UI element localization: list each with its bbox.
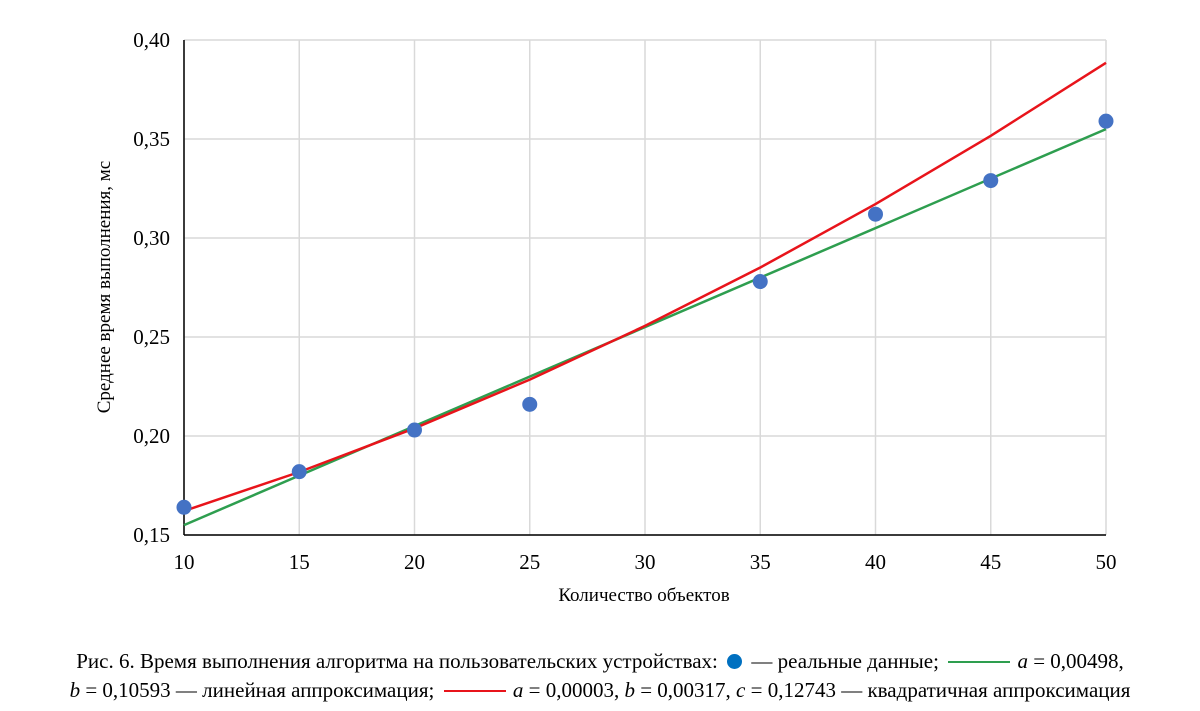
caption-quad-a: = 0,00003, — [523, 678, 625, 702]
y-tick-label: 0,30 — [133, 226, 170, 250]
caption-quad-a-var: a — [512, 678, 524, 702]
caption-line-1: Рис. 6. Время выполнения алгоритма на по… — [0, 647, 1200, 676]
y-tick-label: 0,15 — [133, 523, 170, 547]
quadratic-legend-line — [443, 690, 506, 692]
x-tick-label: 10 — [174, 550, 195, 574]
data-point — [522, 396, 538, 412]
caption-points-text: — реальные данные; — [751, 649, 939, 673]
data-point — [1098, 113, 1114, 129]
x-tick-label: 35 — [750, 550, 771, 574]
x-tick-label: 45 — [980, 550, 1001, 574]
y-tick-label: 0,40 — [133, 28, 170, 52]
x-tick-label: 40 — [865, 550, 886, 574]
caption-linear-a: = 0,00498, — [1027, 649, 1124, 673]
caption-linear-b-var: b — [69, 678, 81, 702]
points-legend-marker — [727, 654, 743, 669]
linear-legend-line — [948, 661, 1011, 663]
x-tick-label: 15 — [289, 550, 310, 574]
x-axis-label: Количество объектов — [558, 585, 729, 606]
y-axis-label: Среднее время выполнения, мс — [94, 161, 115, 414]
grid — [183, 39, 1107, 536]
caption-quad-c-var: c — [736, 678, 746, 702]
caption-quad-b-var: b — [624, 678, 635, 702]
caption-linear-b: = 0,10593 — линейная аппроксимация; — [80, 678, 435, 702]
chart: 0,15 0,20 0,25 0,30 0,35 0,40 10 15 20 25 30 35 40 45… — [94, 28, 1117, 606]
caption-linear-a-var: a — [1017, 649, 1028, 673]
caption-quad-b: = 0,00317, — [634, 678, 737, 702]
y-tick-label: 0,35 — [133, 127, 170, 151]
data-point — [176, 499, 192, 515]
ticks: 0,15 0,20 0,25 0,30 0,35 0,40 10 15 20 25 30 35 40 45… — [133, 28, 1116, 574]
caption-line-2: b = 0,10593 — линейная аппроксимация; a … — [0, 676, 1200, 705]
series — [176, 61, 1114, 527]
x-tick-label: 20 — [404, 550, 425, 574]
y-tick-label: 0,25 — [133, 325, 170, 349]
x-tick-label: 50 — [1096, 550, 1117, 574]
quadratic-fit-line — [183, 61, 1107, 513]
caption-prefix: Рис. 6. Время выполнения алгоритма на по… — [76, 649, 718, 673]
y-tick-label: 0,20 — [133, 424, 170, 448]
x-tick-label: 30 — [635, 550, 656, 574]
data-point — [291, 464, 307, 480]
x-tick-label: 25 — [519, 550, 540, 574]
data-point — [868, 206, 883, 222]
data-point — [752, 274, 768, 290]
caption-quad-c: = 0,12743 — квадратичная аппроксимация — [745, 678, 1131, 702]
data-point — [983, 173, 999, 189]
data-point — [407, 422, 422, 438]
axes — [183, 40, 1106, 536]
